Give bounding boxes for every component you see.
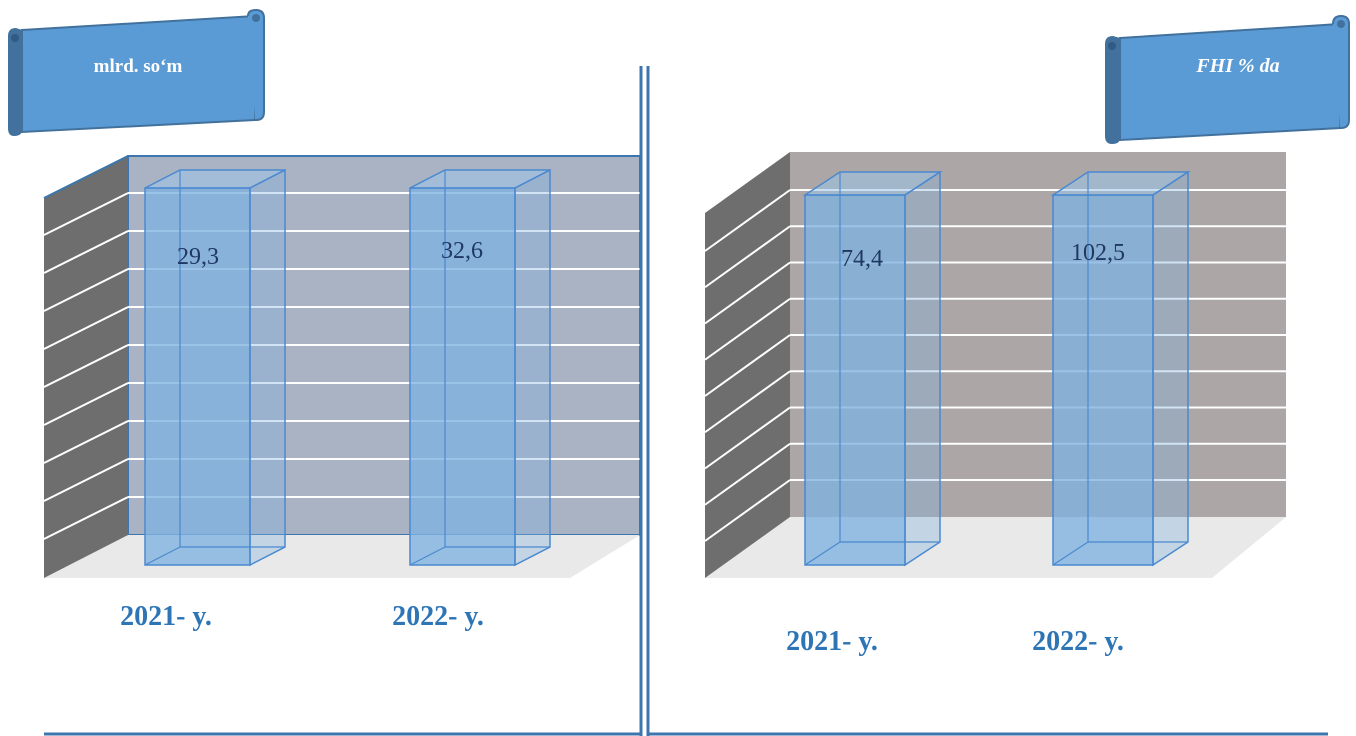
right-gridline-side [704, 442, 791, 506]
right-bar-2022-side [1152, 170, 1189, 567]
left-gridline-side [43, 192, 129, 236]
left-gridline-side [43, 230, 129, 274]
left-gridline-side [43, 344, 129, 388]
right-chart: 74,4 102,5 2021- y. 2022- y. FHI % da [704, 14, 1350, 657]
right-gridline-side [704, 297, 791, 361]
right-bar-2021-side [904, 170, 941, 567]
right-gridline-side [704, 189, 791, 252]
left-gridline-side [43, 420, 129, 464]
left-bar-2022-back-base [409, 546, 446, 566]
left-bar-2021 [144, 168, 286, 567]
right-gridline-side [704, 370, 791, 434]
left-chart: 29,3 32,6 2021- y. 2022- y. mlrd. so‘m [8, 8, 641, 632]
left-gridline-side [43, 382, 129, 426]
left-gridline-side [43, 496, 129, 540]
right-value-label-2021: 74,4 [841, 246, 883, 272]
left-gridline-side [43, 268, 129, 312]
left-category-label-2021: 2021- y. [120, 601, 212, 632]
right-title-scroll: FHI % da [1105, 14, 1350, 144]
right-gridline-side [704, 479, 791, 542]
left-title-scroll: mlrd. so‘m [8, 8, 265, 136]
left-bar-2021-side [249, 168, 286, 567]
left-bar-2022-side [514, 168, 551, 567]
right-category-label-2022: 2022- y. [1032, 626, 1124, 657]
right-bar-2022-back-base [1052, 541, 1089, 566]
left-bar-2022 [409, 168, 551, 567]
right-bar-2021-back-base [804, 541, 841, 566]
right-bar-2022 [1050, 170, 1191, 567]
right-chart-title: FHI % da [1195, 55, 1279, 77]
right-gridline-side [704, 225, 791, 289]
left-gridline-side [43, 306, 129, 350]
right-category-label-2021: 2021- y. [786, 626, 878, 657]
right-bar-2021 [802, 170, 943, 567]
right-value-label-2022: 102,5 [1071, 240, 1125, 266]
left-chart-title: mlrd. so‘m [94, 56, 183, 77]
right-chart-floor [705, 517, 1286, 578]
right-gridline-side [704, 261, 791, 325]
left-value-label-2021: 29,3 [177, 244, 219, 270]
left-chart-side-wall-edge [43, 155, 129, 199]
left-value-label-2022: 32,6 [441, 238, 483, 264]
left-category-label-2022: 2022- y. [392, 601, 484, 632]
right-gridline-side [704, 334, 791, 397]
left-gridline-side [43, 458, 129, 502]
right-gridline-side [704, 406, 791, 470]
panel-divider [44, 66, 1328, 736]
left-bar-2021-back-base [144, 546, 181, 566]
